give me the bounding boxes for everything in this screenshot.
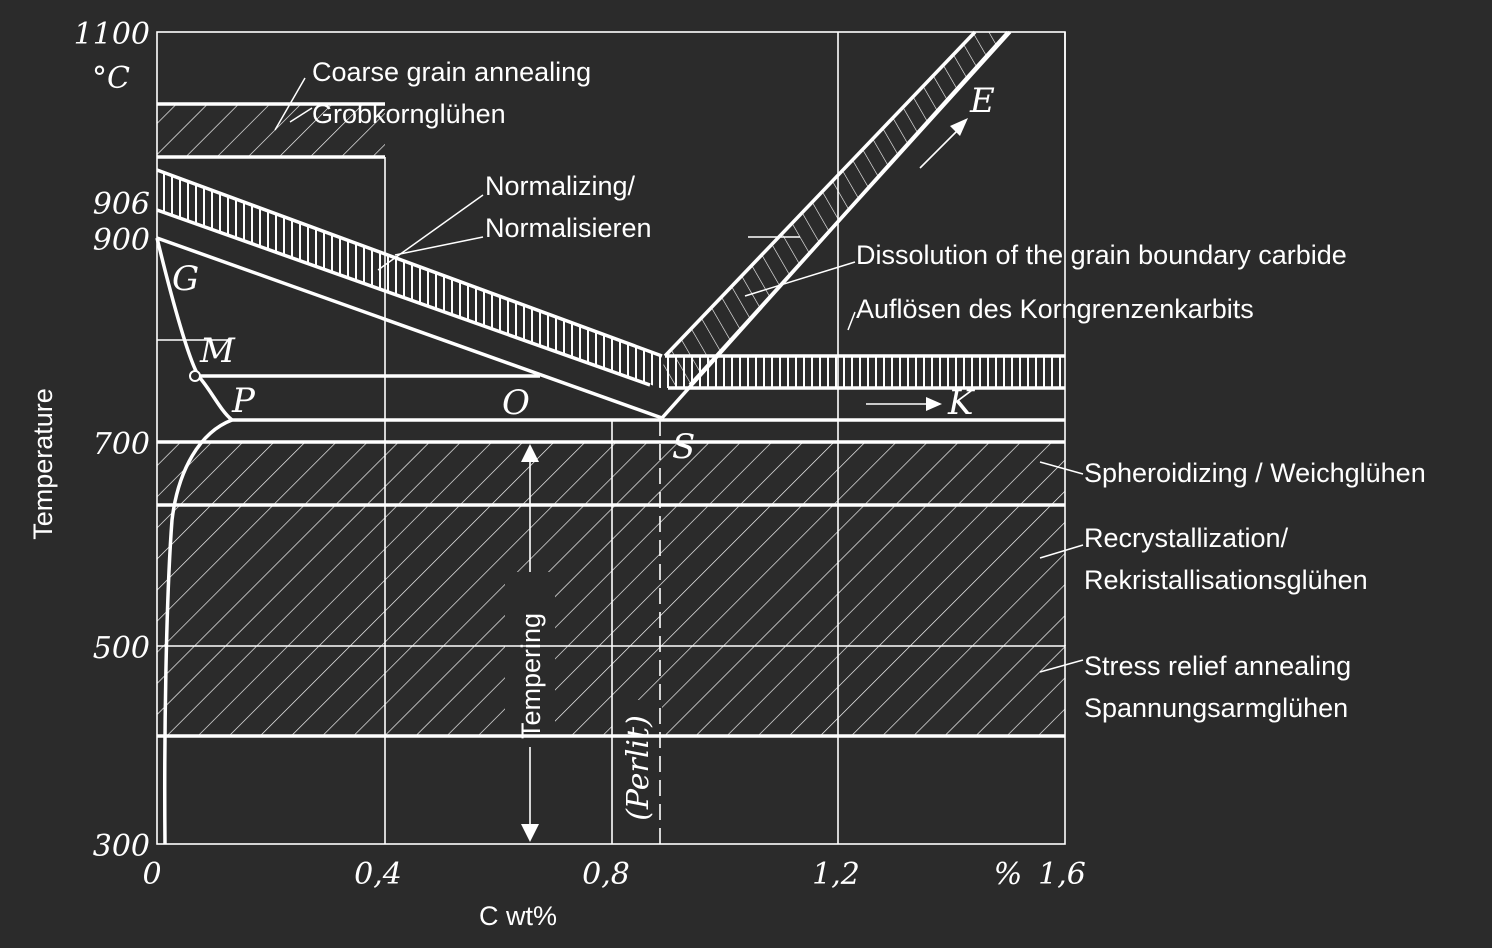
point-e: E <box>969 81 995 121</box>
normalizing-band <box>157 170 1065 388</box>
spheroidizing-band <box>157 442 1065 504</box>
y-unit: °C <box>92 61 130 96</box>
recrystallization-label-en: Recrystallization/ <box>1084 523 1289 553</box>
x-tick-0-8: 0,8 <box>582 857 630 892</box>
coarse-grain-band <box>157 104 385 157</box>
spheroidizing-label: Spheroidizing / Weichglühen <box>1084 458 1426 488</box>
stress-relief-label-de: Spannungsarmglühen <box>1084 693 1348 723</box>
x-axis-title: C wt% <box>479 901 557 931</box>
point-k: K <box>947 383 976 423</box>
x-tick-0-4: 0,4 <box>354 857 402 892</box>
y-tick-906: 906 <box>93 187 150 222</box>
normalizing-label-en: Normalizing/ <box>485 171 636 201</box>
recrystallization-stress-band <box>157 506 1065 736</box>
y-tick-700: 700 <box>93 427 150 462</box>
point-p: P <box>231 381 256 421</box>
perlit-label: (Perlit) <box>621 715 656 821</box>
y-tick-300: 300 <box>93 829 150 864</box>
recrystallization-label-de: Rekristallisationsglühen <box>1084 565 1368 595</box>
point-m: M <box>199 331 236 371</box>
y-tick-500: 500 <box>93 631 150 666</box>
stress-relief-label-en: Stress relief annealing <box>1084 651 1351 681</box>
dissolution-band <box>660 32 1010 385</box>
tempering-label: Tempering <box>516 613 546 739</box>
y-tick-900: 900 <box>93 223 150 258</box>
point-g: G <box>172 259 199 299</box>
plot-frame <box>156 31 1066 845</box>
point-s: S <box>672 427 695 467</box>
point-o: O <box>502 383 530 423</box>
y-tick-1100: 1100 <box>74 17 150 52</box>
dissolution-label-en: Dissolution of the grain boundary carbid… <box>856 240 1347 270</box>
dissolution-label-de: Auflösen des Korngrenzenkarbits <box>856 294 1254 324</box>
x-tick-1-6: 1,6 <box>1038 857 1086 892</box>
coarse-grain-label-en: Coarse grain annealing <box>312 57 591 87</box>
y-axis-title: Temperature <box>28 388 58 540</box>
coarse-grain-label-de: Grobkornglühen <box>312 99 506 129</box>
x-unit: % <box>994 857 1023 892</box>
normalizing-label-de: Normalisieren <box>485 213 652 243</box>
x-tick-1-2: 1,2 <box>812 857 860 892</box>
x-tick-0: 0 <box>142 857 161 892</box>
